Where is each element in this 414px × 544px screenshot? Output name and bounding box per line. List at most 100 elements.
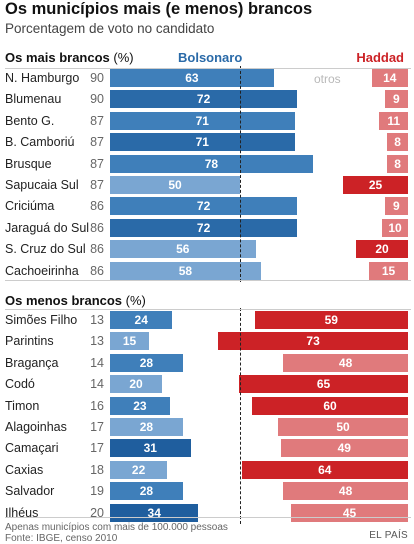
white-pct-value: 17 (90, 420, 104, 434)
city-label: Camaçari (5, 441, 59, 456)
section-divider (5, 309, 411, 310)
haddad-value: 9 (392, 92, 400, 107)
section-title-label: Os menos brancos (5, 293, 123, 308)
bolsonaro-value: 63 (185, 71, 199, 85)
haddad-bar (283, 482, 408, 501)
haddad-value: 9 (392, 199, 400, 214)
haddad-value: 20 (375, 242, 389, 257)
haddad-bar (384, 90, 408, 109)
city-label: Jaraguá do Sul (5, 220, 90, 235)
bolsonaro-bar (110, 482, 183, 501)
bolsonaro-value: 71 (195, 113, 209, 128)
haddad-value: 8 (394, 135, 401, 150)
city-label: Blumenau (5, 92, 62, 107)
white-pct-value: 14 (90, 377, 104, 392)
haddad-bar (369, 261, 408, 280)
haddad-value: 45 (342, 505, 357, 520)
bolsonaro-value: 72 (196, 92, 211, 107)
white-pct-value: 20 (90, 505, 104, 520)
section-title-unit: (%) (109, 50, 134, 65)
haddad-bar (239, 375, 408, 394)
legend-bolsonaro: Bolsonaro (178, 50, 243, 65)
bolsonaro-bar (110, 418, 183, 436)
city-label: Salvador (5, 484, 55, 499)
white-pct-value: 19 (90, 484, 104, 499)
section-divider (5, 517, 411, 518)
city-label: Simões Filho (5, 313, 78, 327)
haddad-bar (280, 439, 408, 458)
section-divider (5, 68, 411, 69)
white-pct-value: 87 (90, 156, 104, 171)
midline-50pct (240, 308, 241, 524)
white-pct-value: 13 (90, 334, 104, 349)
city-label: S. Cruz do Sul (5, 242, 86, 257)
haddad-bar (382, 218, 408, 237)
chart-subtitle: Porcentagem de voto no candidato (5, 21, 215, 36)
city-label: N. Hamburgo (5, 71, 80, 85)
bolsonaro-value: 20 (129, 377, 143, 392)
haddad-bar (218, 332, 408, 351)
bolsonaro-bar (110, 396, 170, 415)
section-divider (5, 280, 411, 281)
white-pct-value: 87 (90, 113, 104, 128)
haddad-bar (356, 240, 408, 259)
bolsonaro-value: 78 (204, 156, 219, 171)
bolsonaro-value: 56 (176, 242, 190, 257)
bolsonaro-bar (110, 332, 149, 351)
city-label: Bragança (5, 355, 59, 370)
city-label: Codó (5, 377, 35, 392)
bolsonaro-value: 15 (122, 334, 137, 349)
white-pct-value: 14 (90, 355, 104, 370)
bolsonaro-bar (110, 311, 173, 329)
legend-haddad: Haddad (356, 50, 404, 65)
bolsonaro-bar (110, 218, 298, 237)
section-title-label: Os mais brancos (5, 50, 110, 65)
white-pct-value: 86 (90, 242, 104, 257)
city-label: Parintins (5, 334, 54, 349)
white-pct-value: 17 (90, 441, 104, 456)
bolsonaro-value: 28 (139, 484, 154, 499)
white-pct-value: 87 (90, 135, 104, 150)
white-pct-value: 18 (90, 462, 104, 477)
white-pct-value: 13 (90, 313, 104, 327)
white-pct-value: 16 (90, 398, 104, 413)
city-label: Cachoeirinha (5, 263, 79, 278)
legend-others: otros (314, 72, 341, 86)
haddad-value: 48 (338, 484, 353, 499)
bolsonaro-value: 31 (143, 441, 157, 456)
city-label: Bento G. (5, 113, 55, 128)
section-title-unit: (%) (122, 293, 146, 308)
white-pct-value: 86 (90, 199, 104, 214)
bolsonaro-bar (110, 111, 295, 130)
city-label: Alagoinhas (5, 420, 67, 434)
white-pct-value: 86 (90, 220, 104, 235)
bolsonaro-value: 72 (196, 199, 211, 214)
city-label: B. Camboriú (5, 135, 75, 150)
haddad-value: 50 (336, 420, 350, 434)
haddad-bar (371, 69, 408, 87)
haddad-value: 59 (324, 313, 338, 327)
publisher-credit: EL PAÍS (369, 530, 408, 541)
bolsonaro-value: 23 (133, 398, 147, 413)
city-label: Caxias (5, 462, 44, 477)
bolsonaro-bar (110, 240, 256, 259)
midline-50pct (240, 66, 241, 282)
bolsonaro-value: 58 (178, 263, 193, 278)
haddad-bar (241, 460, 408, 479)
haddad-value: 14 (383, 71, 397, 85)
white-pct-value: 86 (90, 263, 104, 278)
footer-note: Apenas municípios com mais de 100.000 pe… (5, 522, 228, 533)
footer-source: Fonte: IBGE, censo 2010 (5, 533, 118, 544)
haddad-bar (387, 133, 408, 152)
bolsonaro-bar (110, 133, 295, 152)
bolsonaro-bar (110, 154, 313, 173)
haddad-value: 15 (381, 263, 396, 278)
bolsonaro-value: 50 (168, 178, 182, 192)
bolsonaro-bar (110, 460, 168, 479)
haddad-value: 10 (388, 220, 402, 235)
bolsonaro-value: 28 (139, 355, 154, 370)
bolsonaro-bar (110, 261, 261, 280)
section-title: Os menos brancos (%) (5, 293, 146, 308)
city-label: Criciúma (5, 199, 55, 214)
haddad-value: 25 (368, 178, 383, 192)
